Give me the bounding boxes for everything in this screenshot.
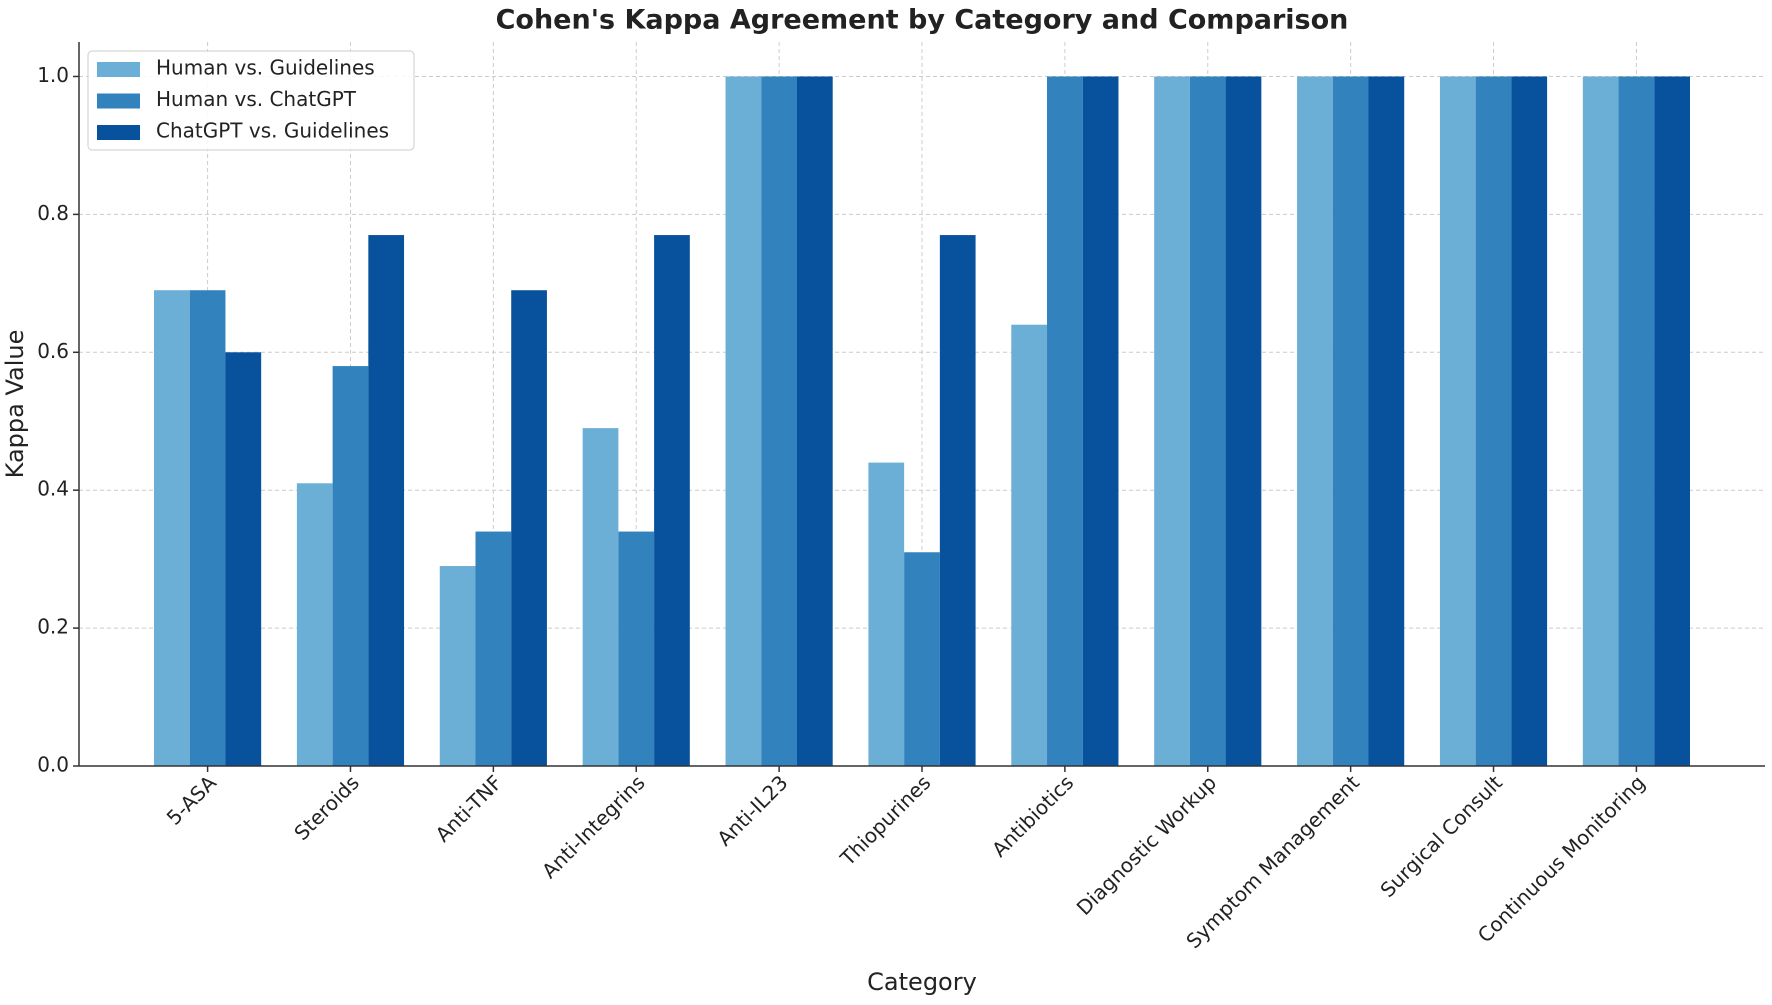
x-tick-label: Anti-TNF [431,770,507,846]
bar [1368,76,1405,766]
y-tick-label: 0.4 [37,477,69,501]
x-tick-label: Steroids [289,770,364,845]
x-tick-label: Anti-Integrins [537,770,650,883]
x-tick-label: Antibiotics [987,770,1078,861]
bar [582,428,619,766]
bar [1618,76,1655,766]
bar [296,483,333,766]
bar [939,235,976,767]
legend-swatch [97,62,140,77]
y-axis-label: Kappa Value [1,330,29,479]
bar [1225,76,1262,766]
bar [1439,76,1476,766]
x-tick-label: 5-ASA [162,770,222,830]
y-tick-label: 0.6 [37,339,69,363]
legend-swatch [97,125,140,140]
x-axis-label: Category [867,968,977,996]
bar [1154,76,1190,766]
bar [904,552,940,766]
x-tick-label: Continuous Monitoring [1473,770,1650,947]
chart-title: Cohen's Kappa Agreement by Category and … [496,5,1349,36]
y-tick-label: 0.8 [37,201,69,225]
bar [725,76,762,766]
legend-swatch [97,93,140,109]
y-tick-label: 0.0 [37,753,69,777]
legend-label: Human vs. Guidelines [156,56,375,80]
bar [1189,76,1226,766]
bar [189,290,226,766]
bar [368,235,405,767]
bar [1047,76,1083,766]
bar [654,235,690,767]
bar [1082,76,1119,766]
x-tick-label: Anti-IL23 [712,770,792,850]
bar [868,462,905,766]
bar [154,290,190,766]
bar [439,566,476,766]
legend-box [87,50,415,151]
bar [1332,76,1369,766]
bar [332,366,369,766]
bar [618,531,655,766]
bar [1511,76,1548,766]
x-tick-label: Thiopurines [835,770,936,871]
bar [1011,324,1048,766]
legend-label: Human vs. ChatGPT [156,87,357,111]
bar [1475,76,1512,766]
bar [1582,76,1619,766]
x-tick-label: Surgical Consult [1375,770,1507,902]
bar [761,76,797,766]
y-tick-label: 1.0 [37,63,69,87]
x-tick-label: Diagnostic Workup [1072,770,1221,919]
bar [1297,76,1333,766]
bar [511,290,547,766]
bar [475,531,512,766]
legend-label: ChatGPT vs. Guidelines [156,119,389,143]
y-tick-label: 0.2 [37,615,69,639]
bar [1654,76,1690,766]
bar [225,352,262,766]
bar [796,76,833,766]
